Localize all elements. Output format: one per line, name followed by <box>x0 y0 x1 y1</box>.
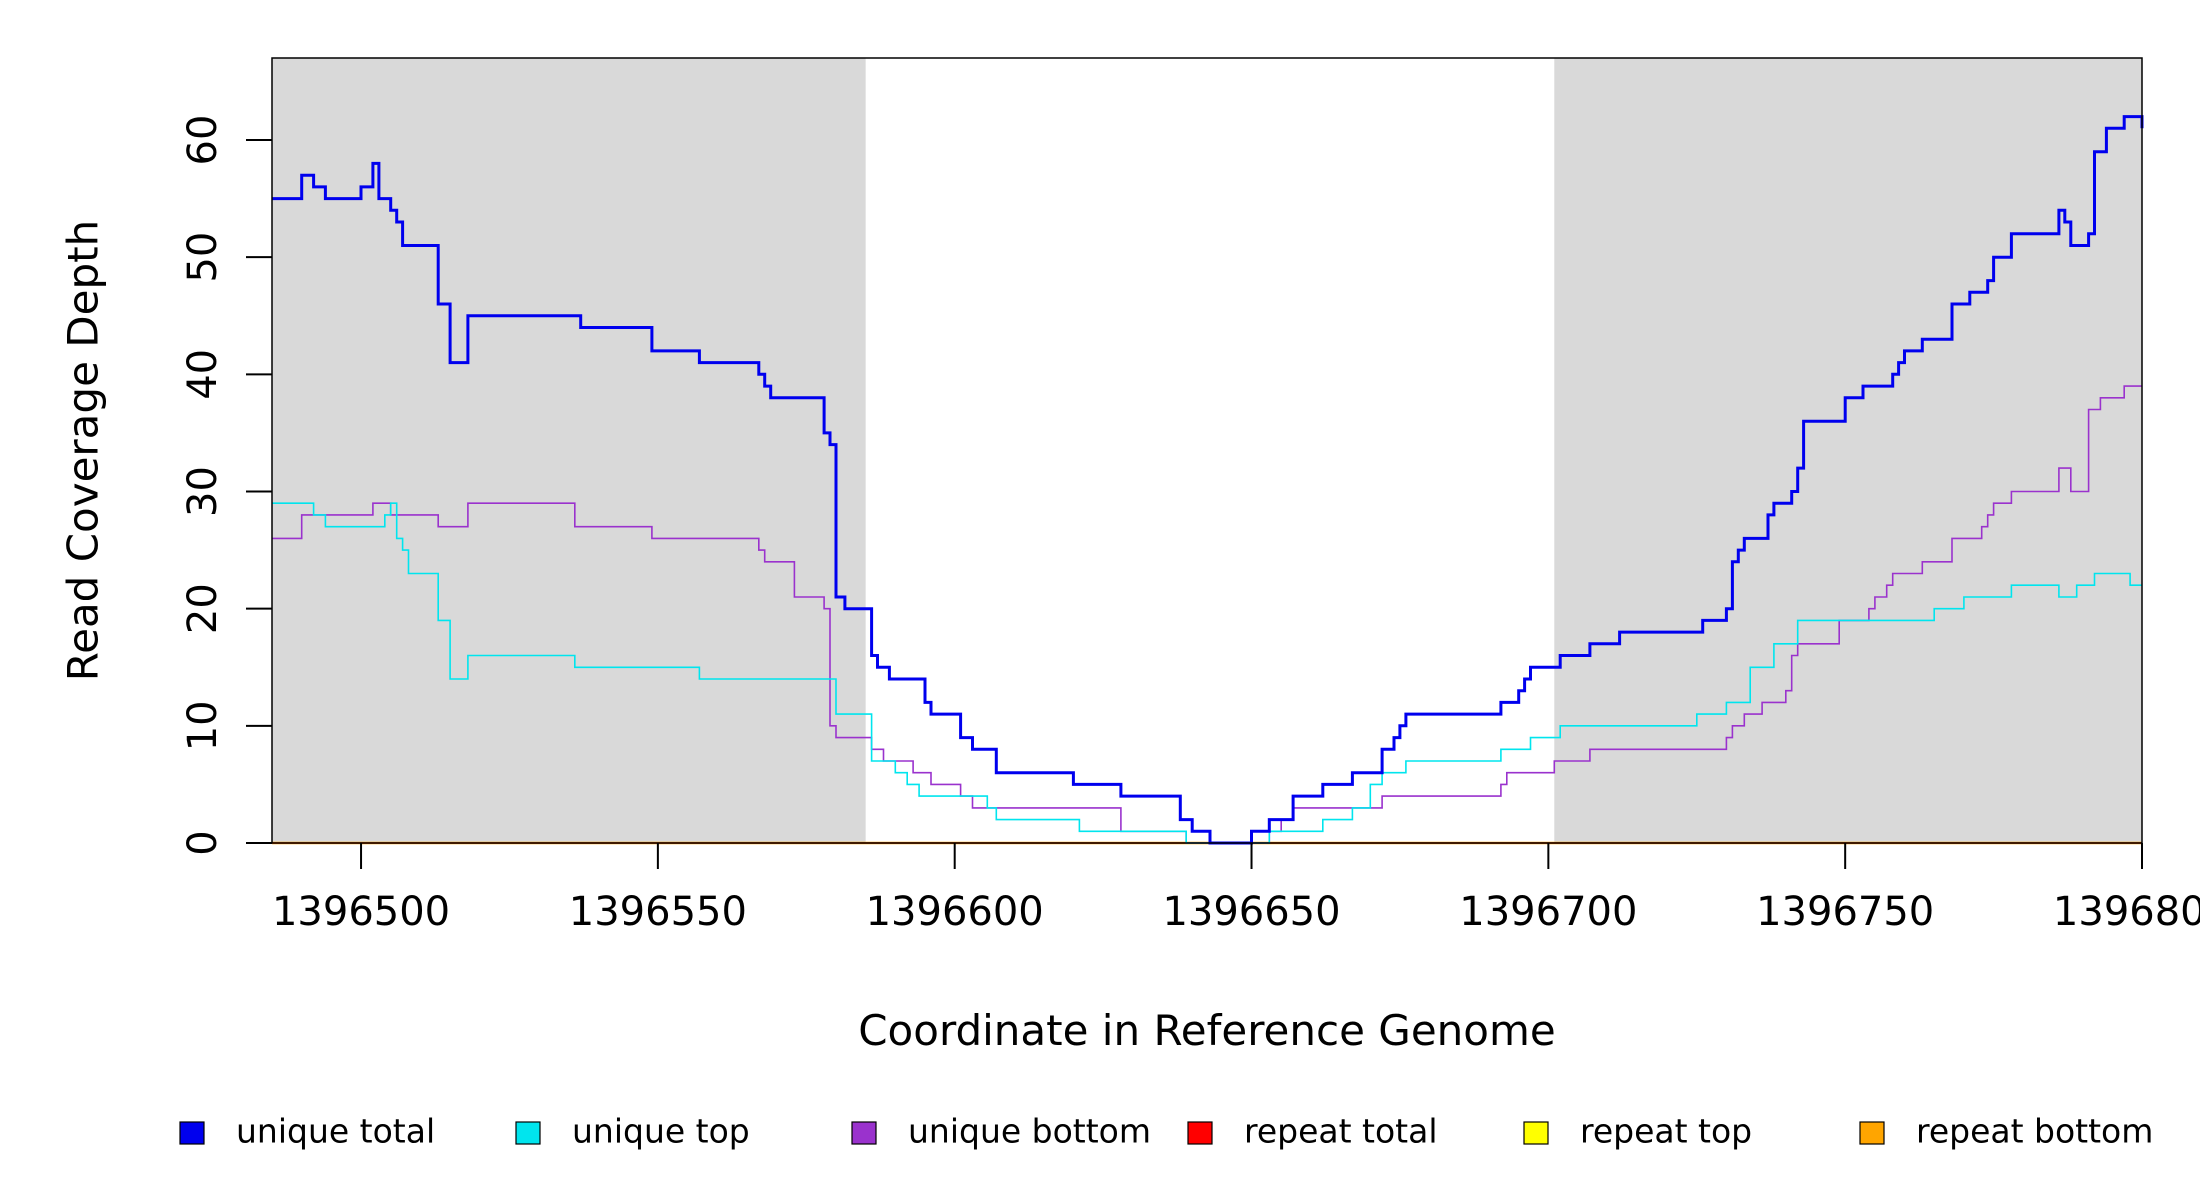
legend-swatch-unique-total <box>179 1121 205 1145</box>
x-axis: 1396500 1396550 1396600 1396650 1396700 13967… <box>272 843 2200 935</box>
x-tick-label: 1396650 <box>1162 889 1340 935</box>
legend-label-unique-top: unique top <box>572 1112 750 1151</box>
x-tick-label: 1396700 <box>1459 889 1637 935</box>
shaded-region-1 <box>272 58 866 843</box>
legend: unique total unique top unique bottom repea… <box>179 1112 2153 1151</box>
x-axis-title: Coordinate in Reference Genome <box>858 1006 1556 1055</box>
legend-swatch-repeat-bottom <box>1859 1121 1885 1145</box>
series-line-unique-total <box>272 115 2144 845</box>
shaded-regions <box>272 58 2142 843</box>
legend-label-repeat-bottom: repeat bottom <box>1916 1112 2153 1151</box>
x-tick-label: 1396600 <box>866 889 1044 935</box>
y-tick-label: 60 <box>180 115 226 166</box>
y-tick-label: 50 <box>180 232 226 283</box>
series-line-unique-bottom <box>272 385 2142 844</box>
legend-swatch-repeat-top <box>1523 1121 1549 1145</box>
legend-label-repeat-total: repeat total <box>1244 1112 1438 1151</box>
y-tick-label: 0 <box>180 830 226 855</box>
x-tick-label: 1396750 <box>1756 889 1934 935</box>
legend-label-repeat-top: repeat top <box>1580 1112 1752 1151</box>
legend-label-unique-bottom: unique bottom <box>908 1112 1151 1151</box>
legend-label-unique-total: unique total <box>236 1112 435 1151</box>
plot-frame <box>271 57 2143 844</box>
x-tick-label: 1396500 <box>272 889 450 935</box>
y-tick-label: 20 <box>180 583 226 634</box>
y-tick-label: 30 <box>180 466 226 517</box>
legend-swatch-repeat-total <box>1187 1121 1213 1145</box>
legend-swatch-unique-top <box>515 1121 541 1145</box>
y-tick-label: 40 <box>180 349 226 400</box>
legend-swatch-unique-bottom <box>851 1121 877 1145</box>
y-axis-title: Read Coverage Depth <box>59 220 108 681</box>
shaded-region-2 <box>1554 58 2142 843</box>
y-tick-label: 10 <box>180 700 226 751</box>
y-axis: 0 10 20 30 40 50 60 <box>180 115 272 856</box>
x-tick-label: 1396550 <box>569 889 747 935</box>
